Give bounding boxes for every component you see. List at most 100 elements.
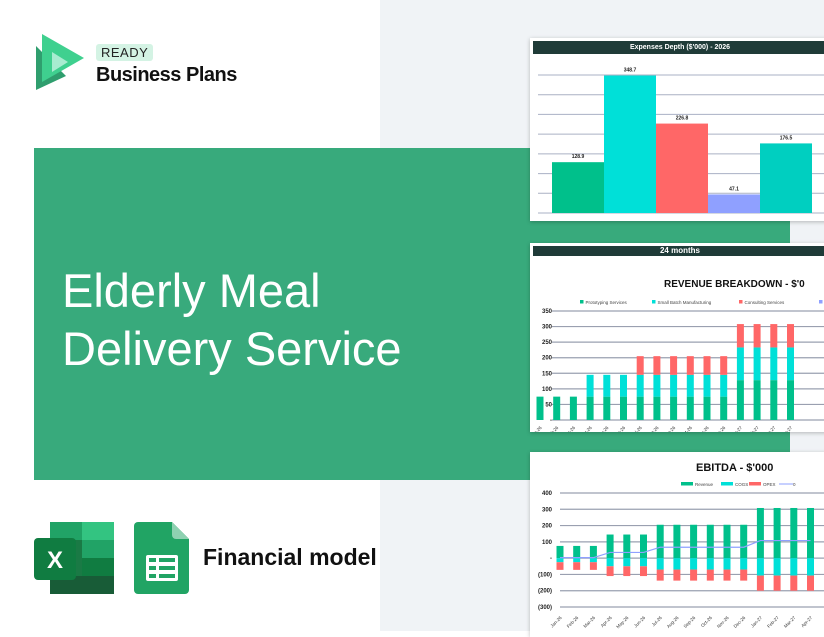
bar-segment xyxy=(736,324,744,348)
x-tick-label: Jul-26 xyxy=(651,615,664,628)
legend-label: Prototyping Services xyxy=(586,300,628,305)
bar-segment xyxy=(573,558,581,563)
bar-segment xyxy=(706,569,714,581)
bar-segment xyxy=(586,374,594,397)
legend-swatch xyxy=(721,482,733,486)
bar-segment xyxy=(673,558,681,570)
legend-label: Revenue xyxy=(695,482,714,487)
x-tick-label: Mar-26 xyxy=(562,425,576,432)
brand-badge: READY xyxy=(96,44,154,61)
x-tick-label: Apr-26 xyxy=(600,615,613,628)
bar-segment xyxy=(556,545,564,559)
data-label: 176.5 xyxy=(780,135,793,141)
bar-segment xyxy=(790,507,798,559)
bar-segment xyxy=(670,396,678,420)
legend-label: COGS xyxy=(735,482,748,487)
bar-segment xyxy=(573,545,581,559)
bar-segment xyxy=(756,507,764,559)
bar-segment xyxy=(573,562,581,570)
y-tick-label: 350 xyxy=(542,309,553,315)
x-tick-label: Apr-27 xyxy=(780,425,793,432)
chart-title: EBITDA - $'000 xyxy=(696,462,773,474)
x-tick-label: Apr-27 xyxy=(800,615,813,628)
title-line: Delivery Service xyxy=(62,322,402,375)
ebitda-chart-card: EBITDA - $'000 Revenue COGS OPEX 0 (300) (200)… xyxy=(530,452,824,637)
bar-segment xyxy=(773,507,781,559)
data-label: 47.1 xyxy=(729,186,739,192)
bar-segment xyxy=(603,396,611,420)
bar-segment xyxy=(603,374,611,397)
y-tick-label: (100) xyxy=(538,572,552,578)
x-tick-label: Dec-26 xyxy=(713,425,727,432)
data-label: 128.9 xyxy=(572,154,585,160)
chart-title: REVENUE BREAKDOWN - $'0 xyxy=(664,279,805,290)
bar-segment xyxy=(623,566,631,577)
bar-segment xyxy=(807,575,814,591)
bar-segment xyxy=(653,356,661,375)
bar-segment xyxy=(753,380,761,420)
bar-segment xyxy=(740,524,748,559)
bar-segment xyxy=(653,374,661,397)
bar-segment xyxy=(690,558,698,570)
bar-segment xyxy=(623,558,631,567)
x-tick-label: Dec-26 xyxy=(733,615,747,629)
bar-segment xyxy=(703,396,711,420)
bar-segment xyxy=(773,558,781,576)
x-tick-label: Feb-27 xyxy=(766,615,780,629)
bar-segment xyxy=(756,575,764,591)
bar-segment xyxy=(556,562,564,570)
bar-segment xyxy=(787,324,794,348)
bar-segment xyxy=(589,545,597,559)
bar-segment xyxy=(720,374,728,397)
excel-icon: X xyxy=(34,522,114,594)
google-sheets-icon xyxy=(134,522,189,594)
x-tick-label: Feb-26 xyxy=(566,615,580,629)
x-tick-label: Jan-26 xyxy=(530,425,543,432)
bar-segment xyxy=(636,374,644,397)
bar-segment xyxy=(787,347,794,381)
bar-segment xyxy=(703,356,711,375)
bar-segment xyxy=(690,524,698,559)
y-tick-label: - xyxy=(550,556,552,562)
line-series xyxy=(560,539,811,559)
x-tick-label: Sep-26 xyxy=(683,615,697,629)
bar-segment xyxy=(553,396,561,420)
bar-segment xyxy=(770,380,778,420)
y-tick-label: 300 xyxy=(542,325,553,331)
expenses-chart-card: Expenses Depth ($'000) - 2026 128.9 348.7… xyxy=(530,38,824,221)
x-tick-label: Jan-27 xyxy=(730,425,744,432)
bar xyxy=(760,143,812,213)
legend-swatch xyxy=(681,482,693,486)
bar-segment xyxy=(770,324,778,348)
bar-segment xyxy=(706,558,714,570)
bar-segment xyxy=(636,356,644,375)
bar xyxy=(656,123,708,213)
bar-segment xyxy=(770,347,778,381)
bar-segment xyxy=(790,575,798,591)
x-tick-label: Aug-26 xyxy=(666,615,680,629)
bar-segment xyxy=(656,558,664,570)
bar-segment xyxy=(640,566,647,577)
page-title: Elderly Meal Delivery Service xyxy=(62,262,402,378)
bar-segment xyxy=(536,396,544,420)
x-tick-label: Oct-26 xyxy=(680,425,693,432)
bar-segment xyxy=(670,374,678,397)
bar-segment xyxy=(589,558,597,563)
legend-swatch xyxy=(739,300,743,304)
bar-segment xyxy=(740,569,748,581)
bar-segment xyxy=(706,524,714,559)
y-tick-label: 300 xyxy=(542,507,553,513)
revenue-chart: REVENUE BREAKDOWN - $'0 Prototyping Servi… xyxy=(530,279,824,432)
x-tick-label: May-26 xyxy=(615,615,629,629)
bar-segment xyxy=(720,396,728,420)
bar-segment xyxy=(606,566,614,577)
bar-segment xyxy=(756,558,764,576)
legend-swatch xyxy=(580,300,584,304)
bar xyxy=(604,75,656,213)
x-tick-label: Mar-26 xyxy=(582,615,596,629)
legend-label: Small Batch Manufacturing xyxy=(658,300,712,305)
legend-swatch xyxy=(749,482,761,486)
bar-segment xyxy=(589,562,597,570)
bar-segment xyxy=(686,374,694,397)
chart-title: Expenses Depth ($'000) - 2026 xyxy=(533,41,824,54)
